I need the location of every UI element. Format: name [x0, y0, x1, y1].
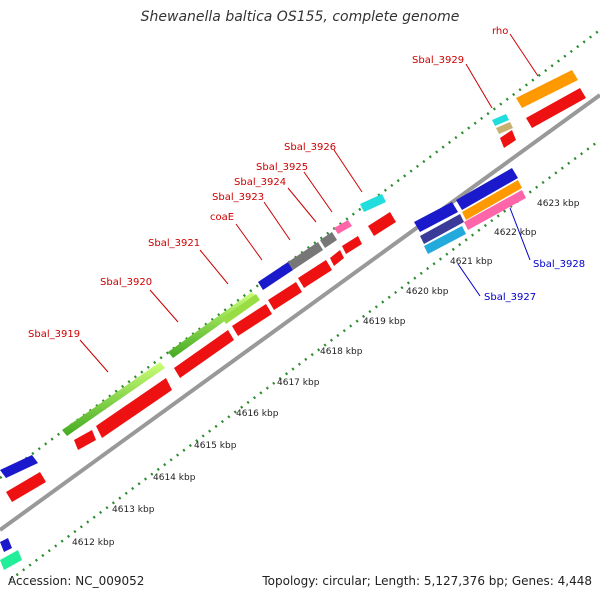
genome-stats-text: Topology: circular; Length: 5,127,376 bp…: [262, 574, 592, 588]
cds-block[interactable]: [420, 214, 464, 244]
cds-block[interactable]: [222, 294, 260, 324]
cds-block[interactable]: [168, 292, 257, 358]
gene-label[interactable]: Sbal_3927: [484, 292, 536, 303]
cds-block[interactable]: [492, 114, 509, 126]
page-title: Shewanella baltica OS155, complete genom…: [140, 9, 460, 25]
gene-label[interactable]: Sbal_3919: [28, 329, 80, 340]
cds-arrow[interactable]: [526, 88, 586, 128]
cds-block[interactable]: [414, 202, 458, 232]
reverse-feature-track: [0, 168, 526, 570]
tick-label: 4614 kbp: [153, 473, 196, 483]
cds-arrow[interactable]: [268, 282, 302, 310]
cds-arrow[interactable]: [74, 430, 96, 450]
tick-label: 4618 kbp: [320, 347, 363, 357]
gene-label[interactable]: coaE: [210, 212, 234, 223]
tick-label: 4621 kbp: [450, 257, 493, 267]
gene-label[interactable]: Sbal_3920: [100, 277, 152, 288]
outer-dotted-track: [0, 28, 600, 480]
tick-label: 4620 kbp: [406, 287, 449, 297]
inner-dotted-track: [9, 138, 600, 582]
cds-block[interactable]: [288, 242, 323, 270]
cds-block[interactable]: [456, 168, 518, 210]
tick-label: 4622 kbp: [494, 228, 537, 238]
cds-block[interactable]: [496, 122, 513, 134]
gene-label[interactable]: Sbal_3929: [412, 55, 464, 66]
gene-label[interactable]: Sbal_3928: [533, 259, 585, 270]
cds-arrow[interactable]: [500, 130, 516, 148]
tick-label: 4612 kbp: [72, 538, 115, 548]
cds-block[interactable]: [334, 220, 352, 234]
leader-lines: [79, 33, 539, 373]
cds-block[interactable]: [360, 194, 386, 212]
cds-arrow[interactable]: [232, 304, 272, 336]
gene-label[interactable]: Sbal_3925: [256, 162, 308, 173]
scale-tick-labels: 4612 kbp 4613 kbp 4614 kbp 4615 kbp 4616…: [72, 199, 580, 548]
gene-labels: Sbal_3919 Sbal_3920 Sbal_3921 coaE Sbal_…: [28, 26, 585, 340]
cds-arrow[interactable]: [174, 330, 234, 378]
forward-feature-track: [0, 70, 578, 478]
tick-label: 4619 kbp: [363, 317, 406, 327]
gene-label[interactable]: Sbal_3926: [284, 142, 336, 153]
accession-text: Accession: NC_009052: [8, 574, 145, 588]
tick-label: 4613 kbp: [112, 505, 155, 515]
cds-block[interactable]: [0, 538, 12, 552]
gene-label[interactable]: Sbal_3924: [234, 177, 286, 188]
cds-block[interactable]: [462, 180, 522, 220]
tick-label: 4617 kbp: [277, 378, 320, 388]
cds-block[interactable]: [62, 362, 165, 436]
cds-block[interactable]: [464, 190, 526, 230]
cds-block[interactable]: [0, 455, 38, 478]
cds-arrow[interactable]: [96, 378, 172, 438]
cds-arrow[interactable]: [6, 472, 46, 502]
gene-label[interactable]: Sbal_3921: [148, 238, 200, 249]
cds-block[interactable]: [258, 262, 293, 290]
tick-label: 4623 kbp: [537, 199, 580, 209]
cds-block[interactable]: [424, 226, 466, 254]
cds-arrow[interactable]: [342, 236, 362, 254]
cds-arrow[interactable]: [330, 250, 344, 266]
genome-backbone: [0, 93, 600, 532]
tick-label: 4615 kbp: [194, 441, 237, 451]
gene-label[interactable]: rho: [492, 26, 508, 37]
cds-track: [6, 88, 586, 502]
cds-block[interactable]: [0, 550, 22, 570]
gene-label[interactable]: Sbal_3923: [212, 192, 264, 203]
cds-block[interactable]: [320, 232, 337, 248]
cds-block[interactable]: [516, 70, 578, 108]
cds-arrow[interactable]: [368, 212, 396, 236]
tick-label: 4616 kbp: [236, 409, 279, 419]
cds-arrow[interactable]: [298, 260, 332, 288]
